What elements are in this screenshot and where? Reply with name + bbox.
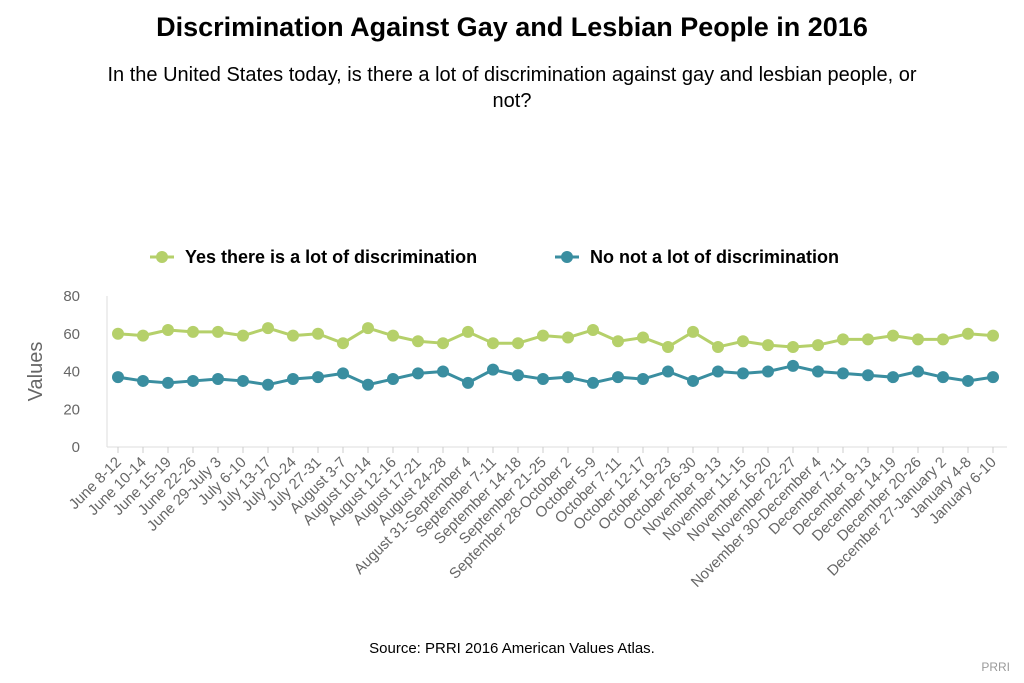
series-1-point [987,329,999,342]
series-1-point [187,325,199,338]
series-1-point [712,340,724,353]
series-1-point [412,335,424,348]
y-tick-label: 20 [63,401,80,418]
axes: 0 20 40 60 80 Values [25,288,1007,456]
series-2-point [262,378,274,391]
series-layer [112,322,999,391]
series-2-point [237,374,249,387]
series-1-point [887,329,899,342]
series-2-point [287,373,299,386]
series-2-point [387,373,399,386]
series-line-1 [117,326,994,349]
series-2-point [412,367,424,380]
series-1-point [762,339,774,352]
y-tick-label: 60 [63,326,80,343]
series-1-point [387,329,399,342]
series-1-point [212,325,224,338]
series-1-point [737,335,749,348]
chart-title: Discrimination Against Gay and Lesbian P… [156,12,868,42]
series-2-point [512,369,524,382]
series-2-point [662,365,674,378]
series-1-point [262,322,274,335]
series-1-point [587,323,599,336]
legend-label: No not a lot of discrimination [590,247,839,267]
series-2-point [687,374,699,387]
series-2-point [137,374,149,387]
legend: Yes there is a lot of discrimination No n… [150,247,839,267]
y-tick-label: 0 [72,439,80,456]
series-1-point [812,339,824,352]
series-2-point [787,359,799,372]
series-2-point [937,371,949,384]
series-2-point [612,371,624,384]
series-1-point [162,323,174,336]
series-2-point [487,363,499,376]
line-chart: Yes there is a lot of discrimination No n… [25,247,1007,591]
series-1-point [562,331,574,344]
series-1-point [237,329,249,342]
series-1-point [137,329,149,342]
series-2-point [562,371,574,384]
series-1-point [912,333,924,346]
series-1-point [787,340,799,353]
series-2-point [762,365,774,378]
series-2-point [312,371,324,384]
series-1-point [687,325,699,338]
legend-swatch-marker [561,251,573,263]
series-2-point [362,378,374,391]
series-1-point [962,327,974,340]
series-2-point [887,371,899,384]
legend-swatch-marker [156,251,168,263]
y-tick-label: 80 [63,288,80,305]
series-1-point [537,329,549,342]
series-1-point [462,325,474,338]
series-2-point [912,365,924,378]
series-1-point [287,329,299,342]
series-2-point [962,374,974,387]
series-1-point [487,337,499,350]
series-1-point [362,322,374,335]
series-1-point [112,327,124,340]
series-2-point [537,373,549,386]
y-axis-label: Values [25,342,47,402]
series-2-point [837,367,849,380]
series-2-point [737,367,749,380]
series-2-point [187,374,199,387]
series-line-2 [117,364,994,387]
series-2-point [862,369,874,382]
series-2-point [812,365,824,378]
series-1-point [437,337,449,350]
series-2-point [462,376,474,389]
source-note: Source: PRRI 2016 American Values Atlas. [369,640,655,657]
series-1-point [312,327,324,340]
series-2-point [637,373,649,386]
series-2-point [212,373,224,386]
chart-subtitle: In the United States today, is there a l… [107,64,917,112]
legend-label: Yes there is a lot of discrimination [185,247,477,267]
series-1-point [937,333,949,346]
series-2-point [437,365,449,378]
series-2-point [112,371,124,384]
series-2-point [337,367,349,380]
y-tick-label: 40 [63,364,80,381]
series-1-point [862,333,874,346]
series-1-point [612,335,624,348]
series-2-point [712,365,724,378]
series-1-point [637,331,649,344]
series-1-point [337,337,349,350]
series-1-point [662,340,674,353]
series-2-point [162,376,174,389]
series-1-point [512,337,524,350]
series-1-point [837,333,849,346]
series-2-point [987,371,999,384]
series-2-point [587,376,599,389]
credit-label: PRRI [981,660,1010,674]
